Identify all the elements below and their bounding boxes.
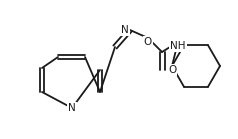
Text: NH: NH — [170, 41, 186, 51]
Text: O: O — [144, 37, 152, 47]
Text: O: O — [168, 65, 176, 75]
Text: N: N — [68, 103, 76, 113]
Text: N: N — [121, 25, 129, 35]
